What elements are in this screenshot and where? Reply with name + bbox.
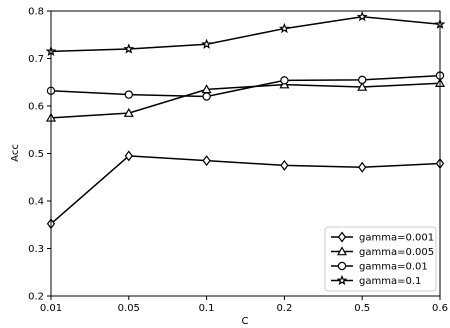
axes: 0.01 0.05 0.1 0.2 0.5 0.6 0.2 0.3 0.4 0.5 0.6 0.7 0.… xyxy=(28,7,448,315)
y-tick-label: 0.4 xyxy=(28,197,44,208)
legend-box xyxy=(324,226,437,292)
legend-label-gamma-0-005: gamma=0.005 xyxy=(359,247,434,258)
data-point-gamma-0-001 xyxy=(202,155,211,167)
y-tick-label: 0.2 xyxy=(28,292,44,303)
x-axis-label: C xyxy=(242,316,249,327)
data-point-gamma-0-005 xyxy=(357,81,368,91)
plot-area xyxy=(45,11,446,230)
y-tick-label: 0.7 xyxy=(28,54,44,65)
x-tick-label: 0.2 xyxy=(276,303,292,314)
x-tick-label: 0.6 xyxy=(432,303,448,314)
y-tick-label: 0.5 xyxy=(28,149,44,160)
y-tick-label: 0.8 xyxy=(28,7,44,18)
legend: gamma=0.001 gamma=0.005 gamma=0.01 gamma=0.… xyxy=(324,226,437,292)
legend-marker-gamma-0-005 xyxy=(336,246,348,256)
legend-label-gamma-0-1: gamma=0.1 xyxy=(359,276,421,287)
x-tick-label: 0.1 xyxy=(199,303,215,314)
data-point-gamma-0-01 xyxy=(202,92,211,101)
data-point-gamma-0-1 xyxy=(123,43,135,54)
series-line-gamma-0-01 xyxy=(50,74,441,98)
x-tick-label: 0.5 xyxy=(354,303,370,314)
legend-label-gamma-0-01: gamma=0.01 xyxy=(359,262,428,273)
legend-marker-gamma-0-001 xyxy=(337,231,347,243)
data-point-gamma-0-01 xyxy=(358,75,367,85)
series-line-gamma-0-001 xyxy=(50,155,441,225)
x-tick-label: 0.01 xyxy=(40,303,62,314)
data-point-gamma-0-001 xyxy=(124,150,133,162)
data-point-gamma-0-005 xyxy=(123,107,134,117)
x-tick-label: 0.05 xyxy=(118,303,140,314)
y-tick-label: 0.3 xyxy=(28,244,44,255)
legend-marker-gamma-0-01 xyxy=(337,261,347,271)
data-point-gamma-0-01 xyxy=(124,90,134,99)
series-line-gamma-0-1 xyxy=(50,15,441,53)
legend-marker-gamma-0-1 xyxy=(336,274,348,286)
data-point-gamma-0-001 xyxy=(358,161,367,173)
data-point-gamma-0-1 xyxy=(201,38,212,49)
data-point-gamma-0-01 xyxy=(280,76,289,85)
data-point-gamma-0-1 xyxy=(278,22,290,34)
data-point-gamma-0-001 xyxy=(280,159,289,171)
data-point-gamma-0-1 xyxy=(356,11,368,22)
series-line-gamma-0-005 xyxy=(50,82,441,119)
y-axis-label: Acc xyxy=(10,144,21,162)
legend-label-gamma-0-001: gamma=0.001 xyxy=(359,233,434,244)
y-tick-label: 0.6 xyxy=(28,102,44,113)
